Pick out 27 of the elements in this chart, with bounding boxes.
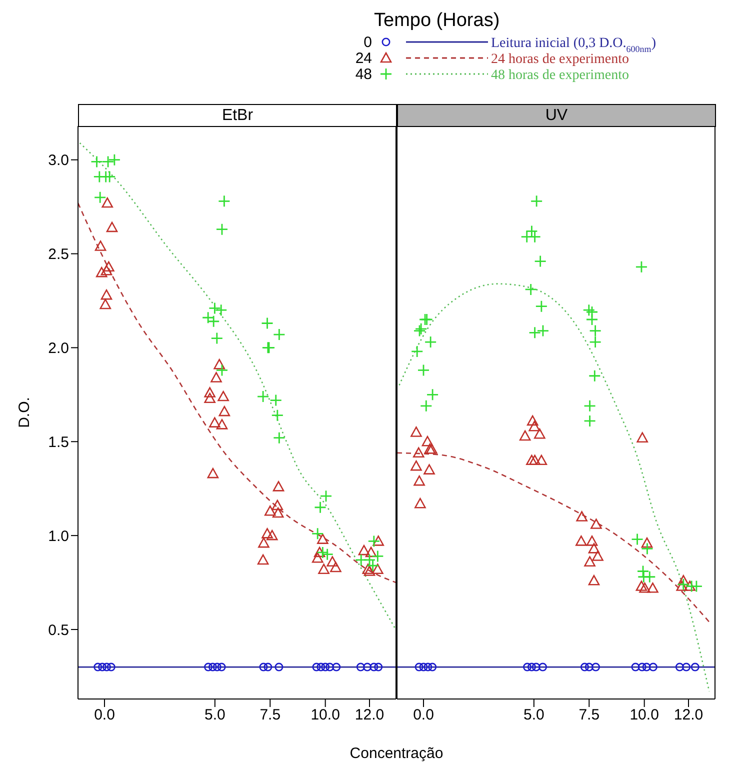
- x-axis-title: Concentração: [348, 745, 444, 762]
- text: 24 horas de experimento: [491, 52, 630, 67]
- x-tick-label: 7.5: [578, 706, 600, 724]
- text: Leitura inicial (0,3 D.O.$_{600nm}$): [491, 36, 656, 54]
- y-tick-label: 2.0: [48, 340, 69, 358]
- legend-label: 48: [355, 66, 372, 83]
- y-tick-label: 3.0: [48, 152, 69, 170]
- x-tick-label: 10.0: [310, 706, 340, 724]
- x-tick-label: 5.0: [523, 706, 544, 724]
- text: 48 horas de experimento: [491, 68, 630, 83]
- x-tick-label: 10.0: [630, 706, 659, 724]
- y-tick-label: 2.5: [48, 246, 69, 264]
- y-axis-title: D.O.: [16, 397, 32, 428]
- chart-title: EtBr: [78, 104, 397, 127]
- x-tick-label: 7.5: [260, 706, 281, 724]
- legend-title: Tempo (Horas): [374, 10, 501, 32]
- y-tick-label: 1.5: [48, 434, 69, 451]
- legend-label: 0: [364, 34, 372, 51]
- x-tick-label: 0.0: [94, 706, 115, 724]
- y-tick-label: 0.5: [48, 622, 69, 639]
- chart-title: UV: [397, 104, 716, 127]
- y-tick-label: 1.0: [48, 528, 69, 545]
- x-tick-label: 5.0: [204, 706, 226, 724]
- legend-label: 24: [355, 50, 372, 67]
- x-tick-label: 0.0: [413, 706, 434, 724]
- x-tick-label: 12.0: [354, 706, 384, 724]
- x-tick-label: 12.0: [674, 706, 704, 724]
